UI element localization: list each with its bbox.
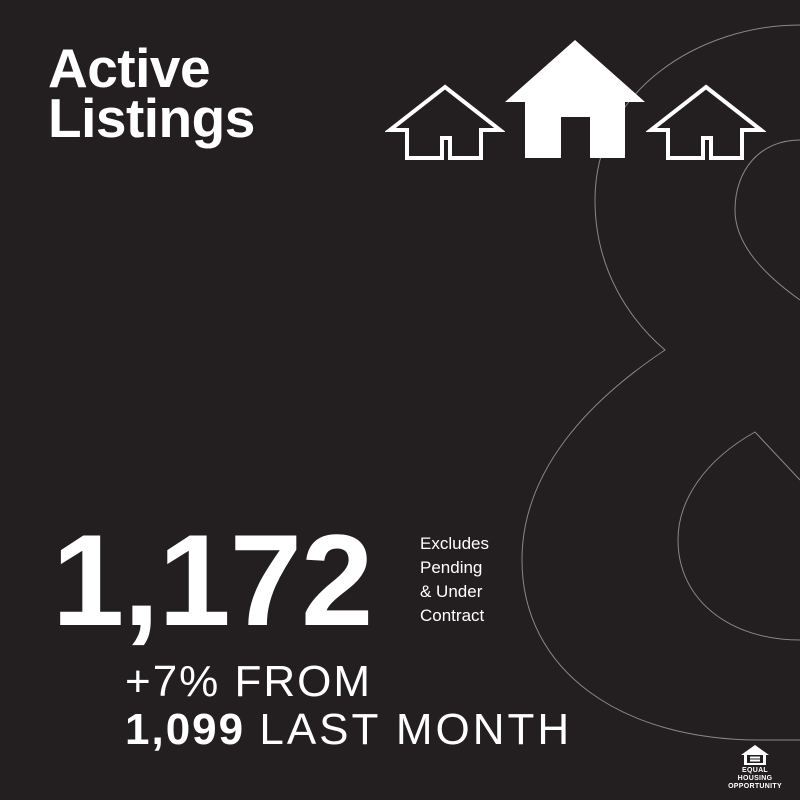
house-solid-icon: [505, 40, 645, 158]
equal-housing-opportunity-logo: [741, 745, 769, 765]
footnote-line: Contract: [420, 606, 485, 625]
change-line: +7% FROM: [125, 657, 373, 706]
title-line-1: Active: [48, 37, 211, 99]
equal-housing-logo-text: EQUAL HOUSING OPPORTUNITY: [728, 767, 782, 790]
title-line-2: Listings: [48, 87, 255, 149]
previous-month-line: 1,099 LAST MONTH: [125, 708, 572, 752]
count-footnote: Excludes Pending & Under Contract: [420, 532, 489, 628]
previous-value: 1,099: [125, 705, 246, 754]
previous-label: LAST MONTH: [259, 705, 573, 754]
footnote-line: & Under: [420, 582, 483, 601]
active-listings-count: 1,172: [52, 507, 373, 653]
house-outline-icon: [646, 84, 766, 160]
footnote-line: Excludes: [420, 534, 489, 553]
footnote-line: Pending: [420, 558, 483, 577]
house-outline-icon: [385, 84, 505, 160]
